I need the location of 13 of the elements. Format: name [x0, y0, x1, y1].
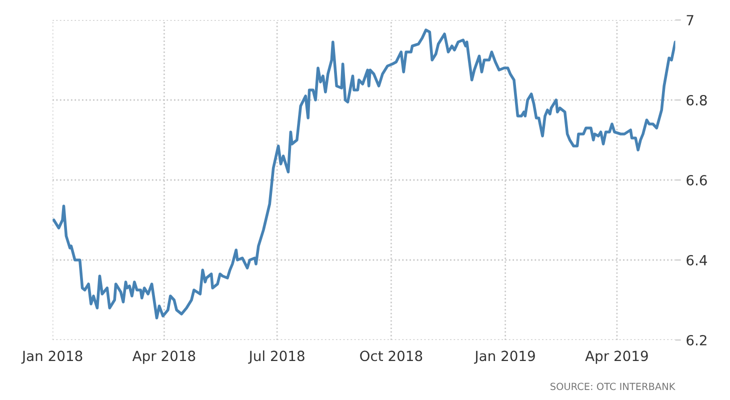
x-tick-label: Jan 2018: [21, 350, 82, 364]
y-tick-label: 6.2: [686, 334, 706, 346]
y-tick-label: 6.6: [686, 174, 707, 186]
x-tick-label: Apr 2018: [132, 350, 196, 364]
x-tick-label: Jan 2019: [474, 350, 535, 364]
y-tick-label: 6.4: [686, 254, 707, 266]
x-tick-label: Apr 2019: [585, 350, 648, 364]
x-tick-label: Oct 2018: [360, 350, 422, 362]
line-series: [52, 28, 676, 320]
source-note: SOURCE: OTC INTERBANK: [550, 382, 676, 390]
y-tick-label: 7: [686, 15, 694, 26]
x-tick-label: Jul 2018: [248, 350, 304, 364]
y-tick-label: 6.8: [686, 94, 707, 106]
